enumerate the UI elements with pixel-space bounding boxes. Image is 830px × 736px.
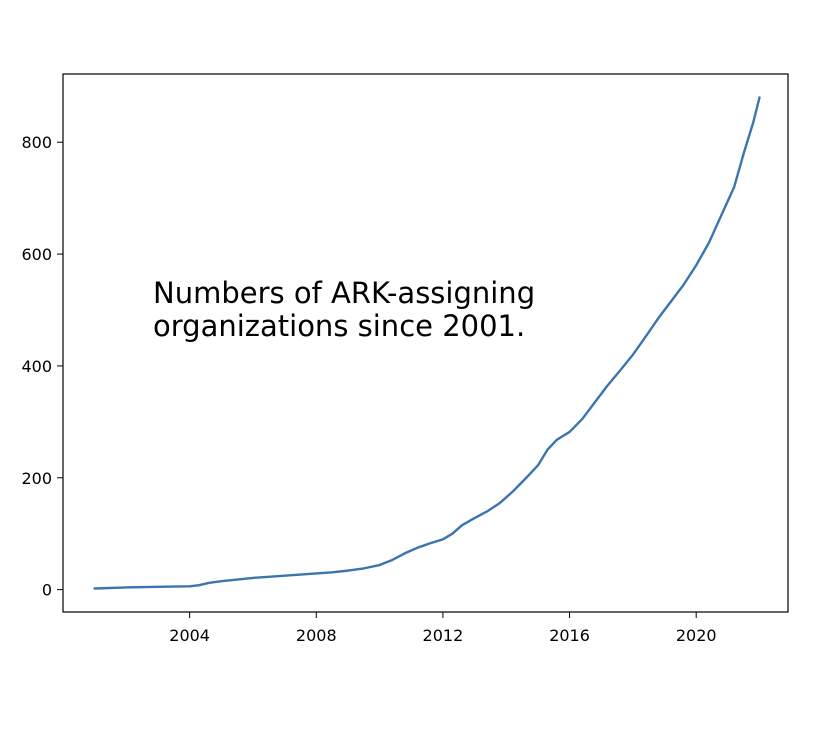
x-tick-label: 2008 [296, 626, 337, 645]
y-tick-label: 200 [21, 469, 52, 488]
annotation-line-2: organizations since 2001. [153, 309, 525, 343]
y-axis: 0 200 400 600 800 [21, 133, 63, 600]
x-tick-label: 2012 [423, 626, 464, 645]
y-tick-label: 600 [21, 245, 52, 264]
y-tick-label: 400 [21, 357, 52, 376]
x-tick-label: 2004 [169, 626, 210, 645]
x-tick-label: 2020 [676, 626, 717, 645]
series-line [93, 96, 761, 590]
y-tick-label: 800 [21, 133, 52, 152]
annotation-line-1: Numbers of ARK-assigning [153, 276, 535, 310]
plot-frame [62, 73, 789, 613]
x-tick-label: 2016 [549, 626, 590, 645]
y-tick-label: 0 [42, 581, 52, 600]
x-axis: 2004 2008 2012 2016 2020 [169, 612, 717, 645]
